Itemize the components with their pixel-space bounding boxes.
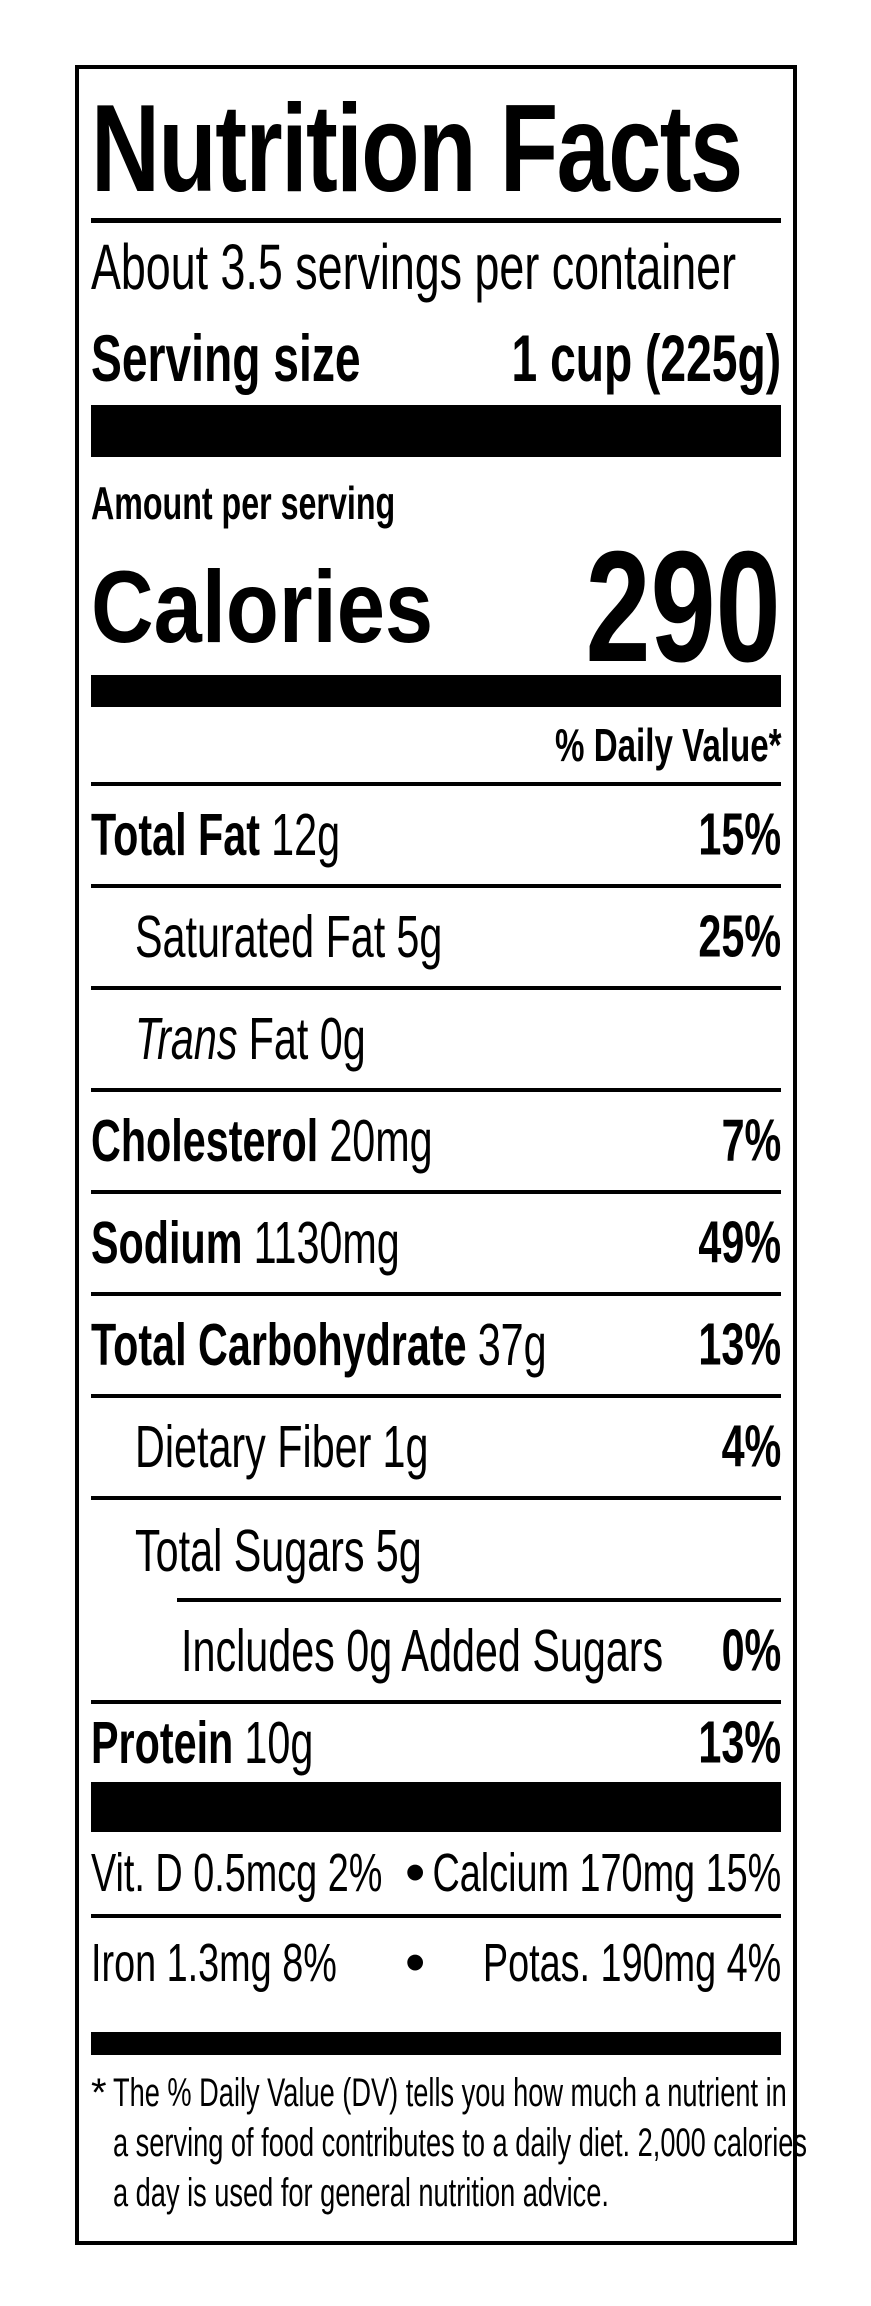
nutrient-name: Total Fat bbox=[91, 801, 261, 868]
nutrient-text: Total Sugars 5g bbox=[135, 1521, 422, 1581]
section-divider-bar-thick bbox=[91, 1782, 781, 1832]
bullet-icon: • bbox=[404, 1840, 426, 1905]
nutrient-percent: 15% bbox=[698, 801, 781, 868]
calories-label: Calories bbox=[91, 550, 434, 664]
vitamin-left-value: Vit. D 0.5mcg 2% bbox=[91, 1843, 383, 1903]
footnote-line: a day is used for general nutrition advi… bbox=[113, 2171, 609, 2215]
nutrient-row-dietary-fiber: Dietary Fiber 1g 4% bbox=[91, 1398, 781, 1500]
nutrient-name: Saturated Fat bbox=[135, 903, 386, 970]
nutrient-amount: 5g bbox=[396, 903, 443, 970]
serving-size-row: Serving size 1 cup (225g) bbox=[91, 311, 781, 405]
nutrient-row-cholesterol: Cholesterol 20mg 7% bbox=[91, 1092, 781, 1194]
nutrient-row-protein: Protein 10g 13% bbox=[91, 1704, 781, 1782]
nutrition-facts-label: Nutrition Facts About 3.5 servings per c… bbox=[75, 65, 808, 2245]
nutrient-text: Saturated Fat 5g bbox=[135, 907, 442, 967]
vitamin-right-value: Calcium 170mg 15% bbox=[432, 1843, 781, 1903]
section-divider-bar-thin bbox=[91, 2032, 781, 2055]
vitamin-row-1: Vit. D 0.5mcg 2% • Calcium 170mg 15% bbox=[91, 1832, 781, 1918]
nutrient-text: Total Fat 12g bbox=[91, 805, 340, 865]
nutrient-amount: 20mg bbox=[329, 1107, 433, 1174]
amount-per-serving: Amount per serving bbox=[91, 457, 781, 539]
vitamin-left-value: Iron 1.3mg 8% bbox=[91, 1933, 337, 1993]
bullet-icon: • bbox=[404, 1930, 426, 1995]
footnote-text: The % Daily Value (DV) tells you how muc… bbox=[113, 2068, 808, 2218]
nutrient-amount: 37g bbox=[477, 1311, 547, 1378]
nutrient-name: Includes 0g Added Sugars bbox=[181, 1617, 664, 1684]
footnote-line: The % Daily Value (DV) tells you how muc… bbox=[113, 2071, 787, 2115]
calories-row: Calories 290 bbox=[91, 528, 781, 686]
daily-value-footnote: * The % Daily Value (DV) tells you how m… bbox=[91, 2068, 808, 2218]
nutrient-percent: 0% bbox=[721, 1617, 781, 1684]
nutrient-text: Total Carbohydrate 37g bbox=[91, 1315, 547, 1375]
nutrient-row-saturated-fat: Saturated Fat 5g 25% bbox=[91, 888, 781, 990]
nutrient-amount: 10g bbox=[244, 1709, 314, 1776]
calories-value: 290 bbox=[585, 519, 781, 695]
section-divider-bar-medium bbox=[91, 675, 781, 707]
serving-size-label: Serving size bbox=[91, 321, 361, 395]
daily-value-header: % Daily Value* bbox=[554, 718, 781, 771]
nutrient-name: Sodium bbox=[91, 1209, 243, 1276]
nutrient-percent: 7% bbox=[721, 1107, 781, 1174]
nutrient-percent: 49% bbox=[698, 1209, 781, 1276]
nutrient-row-added-sugars: Includes 0g Added Sugars 0% bbox=[91, 1602, 781, 1704]
footnote-line: a serving of food contributes to a daily… bbox=[113, 2121, 808, 2165]
nutrient-amount: Fat 0g bbox=[248, 1005, 366, 1072]
nutrient-row-trans-fat: Trans Fat 0g bbox=[91, 990, 781, 1092]
nutrient-text: Cholesterol 20mg bbox=[91, 1111, 433, 1171]
nutrient-row-total-sugars: Total Sugars 5g bbox=[91, 1500, 781, 1602]
nutrient-amount: 12g bbox=[271, 801, 341, 868]
daily-value-header-row: % Daily Value* bbox=[91, 707, 781, 786]
nutrient-percent: 4% bbox=[721, 1413, 781, 1480]
nutrient-amount: 1130mg bbox=[253, 1209, 400, 1276]
nutrient-amount: 1g bbox=[382, 1413, 429, 1480]
nutrient-name: Total Carbohydrate bbox=[91, 1311, 467, 1378]
nutrient-text: Sodium 1130mg bbox=[91, 1213, 400, 1273]
nutrient-text: Protein 10g bbox=[91, 1713, 313, 1773]
servings-per-container: About 3.5 servings per container bbox=[91, 223, 781, 311]
nutrient-percent: 13% bbox=[698, 1311, 781, 1378]
nutrient-row-sodium: Sodium 1130mg 49% bbox=[91, 1194, 781, 1296]
vitamin-right-value: Potas. 190mg 4% bbox=[482, 1933, 781, 1993]
amount-per-serving-text: Amount per serving bbox=[91, 477, 396, 529]
nutrient-name: Trans bbox=[135, 1005, 238, 1072]
nutrient-text: Trans Fat 0g bbox=[135, 1009, 366, 1069]
serving-size-value: 1 cup (225g) bbox=[511, 321, 781, 395]
nutrient-row-total-carbohydrate: Total Carbohydrate 37g 13% bbox=[91, 1296, 781, 1398]
nutrient-text: Includes 0g Added Sugars bbox=[181, 1621, 674, 1681]
nutrient-percent: 25% bbox=[698, 903, 781, 970]
nutrient-name: Protein bbox=[91, 1709, 234, 1776]
vitamin-row-2: Iron 1.3mg 8% • Potas. 190mg 4% bbox=[91, 1918, 781, 2008]
nutrient-row-total-fat: Total Fat 12g 15% bbox=[91, 786, 781, 888]
label-title: Nutrition Facts bbox=[91, 69, 781, 218]
section-divider-bar-thick bbox=[91, 405, 781, 457]
nutrient-text: Dietary Fiber 1g bbox=[135, 1417, 428, 1477]
footnote-asterisk: * bbox=[91, 2071, 107, 2115]
nutrient-name: Cholesterol bbox=[91, 1107, 319, 1174]
nutrient-name: Total Sugars bbox=[135, 1517, 365, 1584]
nutrient-name: Dietary Fiber bbox=[135, 1413, 372, 1480]
nutrient-amount: 5g bbox=[375, 1517, 422, 1584]
nutrient-percent: 13% bbox=[698, 1709, 781, 1776]
servings-text: About 3.5 servings per container bbox=[91, 231, 737, 303]
title-divider bbox=[91, 218, 781, 223]
label-title-text: Nutrition Facts bbox=[91, 79, 743, 218]
